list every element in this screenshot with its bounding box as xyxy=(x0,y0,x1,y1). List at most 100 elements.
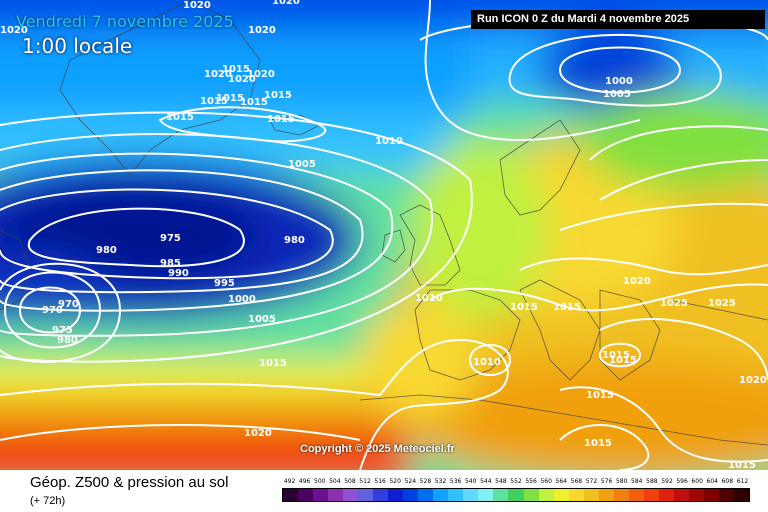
legend-value: 516 xyxy=(374,478,386,485)
legend-value: 568 xyxy=(570,478,583,485)
isobar-labels: 1020 1020 1020 1020 1015 1020 1020 1015 … xyxy=(0,0,767,470)
isobar-label: 995 xyxy=(214,278,235,289)
legend-value: 496 xyxy=(298,478,311,485)
legend-color-bar xyxy=(282,488,750,502)
legend-swatch xyxy=(448,489,464,501)
isobar-label: 1010 xyxy=(415,293,443,304)
isobar-lines xyxy=(0,0,768,470)
legend-swatch xyxy=(313,489,329,501)
legend-value: 512 xyxy=(359,478,371,485)
legend-swatch xyxy=(538,489,554,501)
legend-value: 532 xyxy=(434,478,447,485)
legend-value: 576 xyxy=(600,478,613,485)
legend-swatch xyxy=(628,489,644,501)
legend-swatch xyxy=(658,489,674,501)
legend-value: 596 xyxy=(676,478,688,485)
forecast-date: Vendredi 7 novembre 2025 xyxy=(16,12,234,31)
legend-value: 508 xyxy=(344,478,356,485)
isobar-label: 970 xyxy=(42,305,63,316)
legend-value: 560 xyxy=(540,478,552,485)
legend-value: 524 xyxy=(404,478,417,485)
isobar-label: 1015 xyxy=(584,438,612,449)
legend-swatch xyxy=(358,489,374,501)
legend-swatch xyxy=(403,489,419,501)
legend-swatch xyxy=(433,489,449,501)
legend-swatch xyxy=(583,489,599,501)
isobar-label: 1015 xyxy=(222,64,250,75)
isobar-label: 1015 xyxy=(267,114,295,125)
legend-value: 584 xyxy=(631,478,643,485)
isobar-label: 1020 xyxy=(228,74,256,85)
isobar-label: 1015 xyxy=(728,460,756,470)
isobar-label: 970 xyxy=(58,299,79,310)
isobar-label: 1015 xyxy=(602,350,630,361)
legend-value: 544 xyxy=(480,478,492,485)
legend-swatch xyxy=(718,489,734,501)
legend-value: 592 xyxy=(661,478,673,485)
isobar-label: 1020 xyxy=(248,25,276,36)
legend-swatch xyxy=(463,489,479,501)
map-title: Géop. Z500 & pression au sol xyxy=(30,474,229,491)
legend-swatch xyxy=(613,489,629,501)
legend-swatch xyxy=(478,489,494,501)
isobar-label: 1025 xyxy=(660,298,688,309)
isobar-label: 985 xyxy=(160,258,181,269)
forecast-time: 1:00 locale xyxy=(22,34,133,58)
isobar-label: 1015 xyxy=(510,302,538,313)
z500-color-field xyxy=(0,0,768,470)
isobar-label: 1015 xyxy=(264,90,292,101)
isobar-label: 1025 xyxy=(708,298,736,309)
isobar-label: 975 xyxy=(52,325,73,336)
isobar-label: 1015 xyxy=(240,97,268,108)
geopotential-map: 1020 1020 1020 1020 1015 1020 1020 1015 … xyxy=(0,0,768,470)
legend-swatch xyxy=(598,489,614,501)
legend-swatch xyxy=(328,489,344,501)
legend-swatch xyxy=(418,489,434,501)
legend-swatch xyxy=(553,489,569,501)
isobar-label: 1015 xyxy=(166,112,194,123)
model-run-info: Run ICON 0 Z du Mardi 4 novembre 2025 xyxy=(471,10,765,29)
isobar-label: 980 xyxy=(96,245,117,256)
legend-swatch xyxy=(283,489,299,501)
legend-swatch xyxy=(493,489,509,501)
isobar-label: 1020 xyxy=(247,69,275,80)
legend-value: 504 xyxy=(329,478,341,485)
legend-swatch xyxy=(688,489,704,501)
isobar-label: 1015 xyxy=(259,358,287,369)
isobar-label: 1015 xyxy=(553,302,581,313)
isobar-label: 1015 xyxy=(586,390,614,401)
isobar-label: 990 xyxy=(168,268,189,279)
isobar-label: 1020 xyxy=(623,276,651,287)
legend-value: 520 xyxy=(389,478,401,485)
isobar-label: 1010 xyxy=(375,136,403,147)
legend-swatch xyxy=(373,489,389,501)
legend-swatch xyxy=(568,489,584,501)
legend-swatch xyxy=(673,489,689,501)
forecast-lead-time: (+ 72h) xyxy=(30,495,66,507)
legend-swatch xyxy=(523,489,539,501)
legend-value: 556 xyxy=(525,478,537,485)
isobar-label: 1020 xyxy=(183,0,211,11)
weather-map: 1020 1020 1020 1020 1015 1020 1020 1015 … xyxy=(0,0,768,470)
legend-labels: 492 496 500 504 508 512 516 520 524 528 532 536 540 5… xyxy=(282,478,750,488)
isobar-label: 1015 xyxy=(609,355,637,366)
isobar-label: 1000 xyxy=(605,76,633,87)
legend-value: 572 xyxy=(585,478,598,485)
isobar-label: 1005 xyxy=(288,159,316,170)
legend-value: 608 xyxy=(721,478,734,485)
legend-value: 540 xyxy=(464,478,477,485)
legend-value: 548 xyxy=(495,478,507,485)
isobar-label: 1005 xyxy=(248,314,276,325)
legend-swatch xyxy=(643,489,659,501)
legend-swatch xyxy=(508,489,524,501)
legend-swatch xyxy=(388,489,404,501)
isobar-label: 1005 xyxy=(603,89,631,100)
isobar-label: 1015 xyxy=(200,96,228,107)
copyright-text: Copyright © 2025 Meteociel.fr xyxy=(300,443,455,455)
isobar-label: 1020 xyxy=(0,25,28,36)
isobar-label: 1020 xyxy=(204,69,232,80)
legend-value: 500 xyxy=(314,478,326,485)
legend-value: 612 xyxy=(736,478,749,485)
legend-value: 600 xyxy=(691,478,703,485)
legend-swatch xyxy=(703,489,719,501)
